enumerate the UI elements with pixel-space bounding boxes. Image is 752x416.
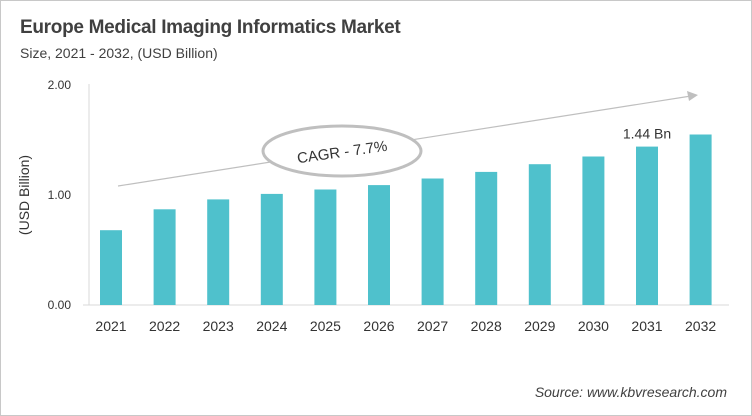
bar-2028 — [475, 171, 498, 305]
x-tick-label: 2021 — [95, 318, 126, 334]
x-tick-label: 2032 — [685, 318, 716, 334]
y-tick-label: 2.00 — [48, 78, 72, 92]
chart-subtitle: Size, 2021 - 2032, (USD Billion) — [20, 45, 218, 61]
x-tick-label: 2026 — [363, 318, 394, 334]
x-tick-label: 2030 — [578, 318, 609, 334]
bar-2027 — [421, 178, 444, 305]
x-tick-label: 2027 — [417, 318, 448, 334]
bar-2024 — [260, 193, 283, 305]
x-tick-label: 2031 — [631, 318, 662, 334]
bar-2025 — [314, 189, 337, 305]
cagr-ellipse — [261, 124, 423, 178]
x-tick-label: 2029 — [524, 318, 555, 334]
y-axis-label: (USD Billion) — [16, 155, 32, 235]
x-tick-label: 2025 — [310, 318, 341, 334]
bar-2029 — [528, 164, 551, 305]
bar-2023 — [207, 199, 230, 305]
bar-2022 — [153, 209, 176, 305]
x-tick-label: 2023 — [203, 318, 234, 334]
source-text: Source: www.kbvresearch.com — [534, 384, 727, 400]
y-tick-label: 1.00 — [48, 188, 72, 202]
x-tick-label: 2024 — [256, 318, 287, 334]
x-tick-label: 2028 — [471, 318, 502, 334]
chart-title: Europe Medical Imaging Informatics Marke… — [20, 17, 401, 38]
x-tick-label: 2022 — [149, 318, 180, 334]
bar-2031 — [636, 146, 658, 305]
bar-2032 — [689, 134, 712, 305]
bar-2030 — [582, 156, 605, 305]
bar-2026 — [368, 185, 390, 305]
bar-2021 — [100, 230, 122, 305]
y-tick-label: 0.00 — [48, 298, 72, 312]
trend-arrowhead — [687, 91, 698, 101]
data-label-2031: 1.44 Bn — [623, 126, 671, 142]
